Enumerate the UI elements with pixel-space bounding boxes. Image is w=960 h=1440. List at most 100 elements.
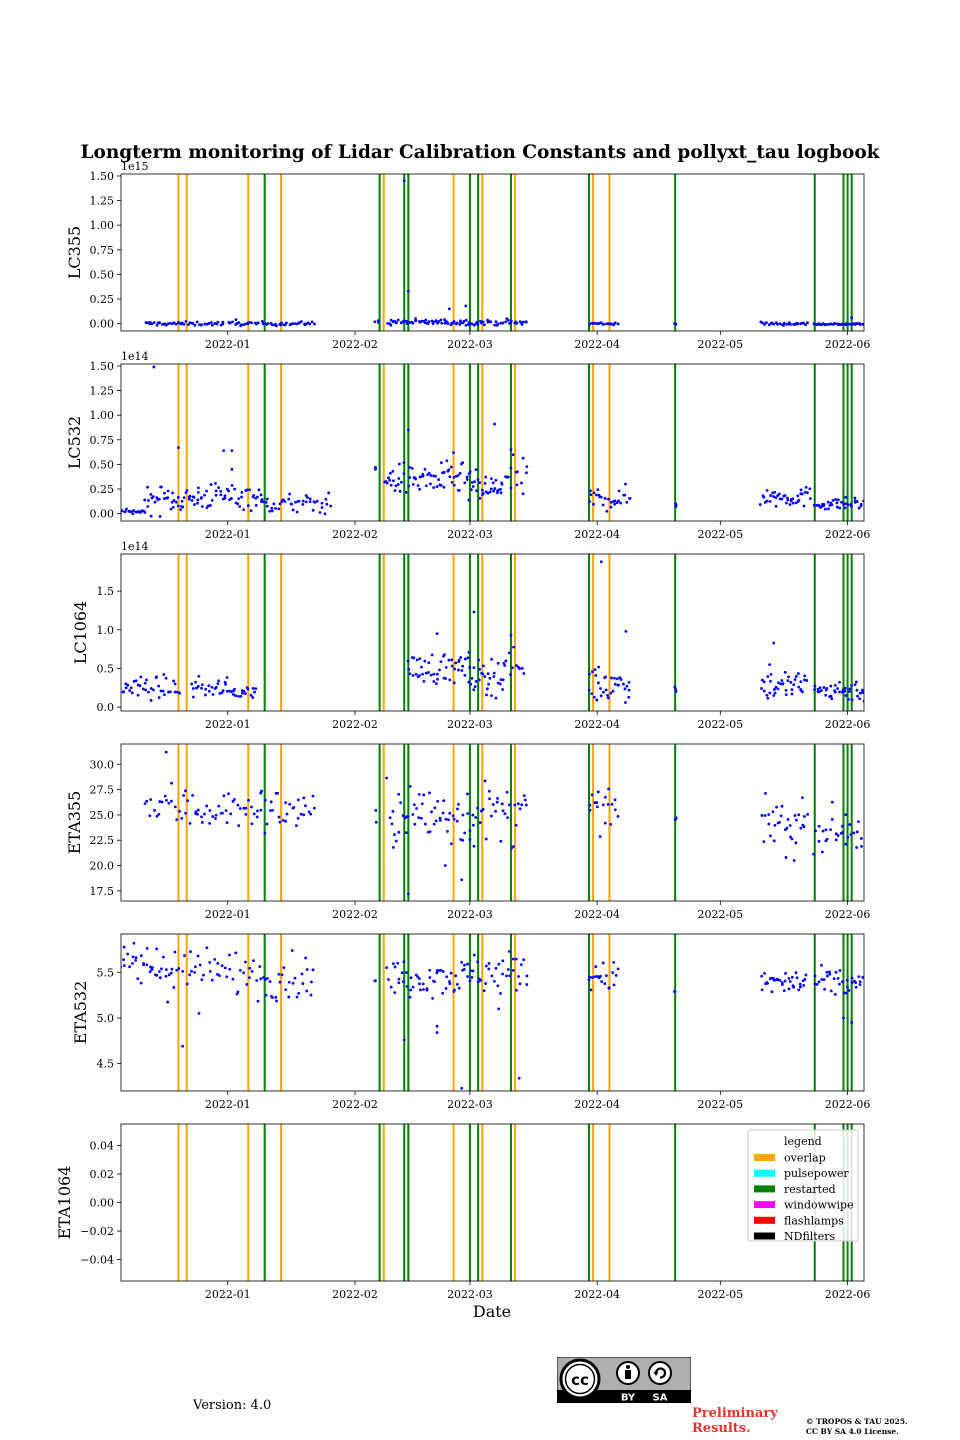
data-point xyxy=(268,509,272,513)
data-point xyxy=(495,800,499,804)
data-point xyxy=(291,981,295,985)
data-point xyxy=(175,690,179,694)
data-point xyxy=(588,808,592,812)
data-point xyxy=(166,489,170,493)
data-point xyxy=(411,321,415,325)
data-point xyxy=(785,501,788,505)
data-point xyxy=(409,988,413,992)
x-tick-label: 2022-03 xyxy=(447,1098,493,1111)
data-point xyxy=(599,694,603,698)
data-point xyxy=(784,693,788,697)
x-tick-label: 2022-01 xyxy=(205,718,251,731)
data-point xyxy=(419,816,423,820)
data-point xyxy=(779,814,783,818)
data-point xyxy=(617,499,621,503)
data-point xyxy=(450,658,454,662)
data-point xyxy=(850,981,854,985)
data-point xyxy=(614,973,618,977)
data-point xyxy=(242,323,246,327)
y-tick-label: 0.75 xyxy=(90,244,115,257)
data-point xyxy=(843,506,847,510)
data-point xyxy=(158,970,161,973)
data-point xyxy=(855,830,859,834)
data-point xyxy=(767,813,771,816)
data-point xyxy=(790,975,794,979)
data-point xyxy=(216,682,220,686)
y-tick-label: 5.5 xyxy=(97,966,115,979)
data-point xyxy=(285,321,288,325)
data-point xyxy=(136,977,140,981)
data-point xyxy=(408,321,412,324)
data-point xyxy=(193,323,197,327)
data-point xyxy=(145,963,149,967)
data-point xyxy=(196,812,199,816)
data-point xyxy=(394,484,398,488)
data-point xyxy=(200,505,204,508)
data-point xyxy=(472,666,476,670)
data-point xyxy=(841,980,844,984)
data-point xyxy=(234,694,238,698)
data-point xyxy=(432,680,436,683)
data-point xyxy=(842,1016,845,1020)
data-point xyxy=(774,504,778,508)
y-tick-label: 0.04 xyxy=(90,1139,115,1152)
data-point xyxy=(184,491,188,495)
data-point xyxy=(265,822,269,826)
data-point xyxy=(424,318,428,322)
data-point xyxy=(821,829,825,833)
data-point xyxy=(624,701,627,704)
copyright-line-2: CC BY SA 4.0 License. xyxy=(806,1427,899,1436)
legend-entry-ndfilters: NDfilters xyxy=(784,1230,835,1243)
data-point xyxy=(514,957,518,961)
data-point xyxy=(397,977,401,981)
data-point xyxy=(259,977,263,981)
data-point xyxy=(476,320,479,324)
data-point xyxy=(141,687,145,691)
data-point xyxy=(501,321,505,325)
data-point xyxy=(772,839,776,843)
data-point xyxy=(437,969,441,972)
data-point xyxy=(602,322,606,326)
data-point xyxy=(509,633,513,637)
data-point xyxy=(435,320,439,324)
data-point xyxy=(858,323,862,326)
data-point xyxy=(214,481,217,485)
data-point xyxy=(466,792,469,796)
data-point xyxy=(240,490,244,494)
data-point xyxy=(290,502,294,506)
data-point xyxy=(833,321,837,325)
attribution-icon xyxy=(616,1361,640,1385)
data-point xyxy=(230,449,234,453)
data-point xyxy=(310,320,314,324)
data-point xyxy=(846,835,850,839)
data-point xyxy=(233,797,236,801)
data-point xyxy=(394,321,398,325)
data-point xyxy=(414,477,418,481)
data-point xyxy=(789,499,793,503)
data-point xyxy=(624,482,627,486)
data-point xyxy=(460,878,464,882)
data-point xyxy=(408,785,412,788)
data-point xyxy=(838,690,841,694)
data-point xyxy=(392,962,395,966)
data-point xyxy=(184,811,187,815)
data-point xyxy=(782,989,786,993)
data-point xyxy=(434,682,438,685)
data-point xyxy=(463,657,467,661)
data-point xyxy=(152,365,156,369)
data-point xyxy=(803,678,806,682)
data-point xyxy=(799,680,803,684)
data-point xyxy=(296,816,300,820)
data-point xyxy=(470,676,474,680)
data-point xyxy=(452,681,456,685)
x-tick-label: 2022-03 xyxy=(447,528,493,541)
data-point xyxy=(277,972,281,976)
data-point xyxy=(442,470,446,474)
data-point xyxy=(180,817,184,820)
data-point xyxy=(522,958,526,962)
data-point xyxy=(437,320,441,323)
data-point xyxy=(300,320,303,323)
data-point xyxy=(481,672,485,676)
data-point xyxy=(598,835,602,838)
data-point xyxy=(768,691,772,695)
